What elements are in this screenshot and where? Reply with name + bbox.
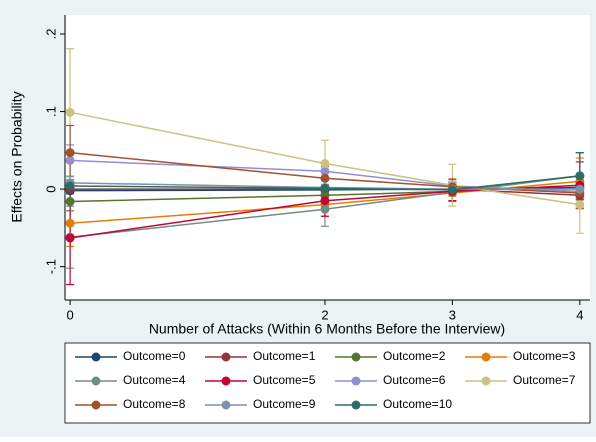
legend-label: Outcome=4 [123,373,186,387]
legend-label: Outcome=8 [123,397,186,411]
point [65,107,75,117]
series-line [70,180,580,224]
y-tick-label: -.1 [43,259,58,274]
point [320,204,330,214]
legend-label: Outcome=0 [123,349,186,363]
legend-label: Outcome=6 [383,373,446,387]
legend-items: Outcome=0 Outcome=1 Outcome=2 Outcome=3 Outc… [75,349,576,411]
legend-label: Outcome=1 [253,349,316,363]
point [575,184,585,194]
y-axis-label: Effects on Probability [9,91,25,222]
point [320,196,330,206]
legend-label: Outcome=7 [513,373,576,387]
y-tick-label: .2 [43,29,58,40]
y-tick-label: 0 [43,185,58,192]
plot-area [65,15,590,300]
legend-label: Outcome=5 [253,373,316,387]
legend-marker [481,376,491,386]
point [65,218,75,228]
point [320,183,330,193]
point [575,171,585,181]
series-line [70,182,580,190]
legend-marker [351,376,361,386]
legend-marker [91,352,101,362]
legend-marker [221,400,231,410]
legend-marker [351,352,361,362]
legend-marker [221,376,231,386]
point [320,166,330,176]
point [65,197,75,207]
legend-marker [351,400,361,410]
legend-label: Outcome=9 [253,397,316,411]
point [320,173,330,183]
legend-marker [91,400,101,410]
point [575,200,585,210]
point [320,159,330,169]
point [65,233,75,243]
legend-marker [91,376,101,386]
legend-label: Outcome=10 [383,397,452,411]
legend-label: Outcome=3 [513,349,576,363]
series-line [70,175,580,191]
point [447,185,457,195]
series-line [69,111,580,206]
point [65,155,75,165]
x-tick-label: 0 [66,307,73,322]
x-axis-label: Number of Attacks (Within 6 Months Befor… [149,321,505,337]
y-tick-label: .1 [43,106,58,117]
x-tick-label: 3 [449,307,456,322]
x-tick-label: 2 [321,307,328,322]
series-line [70,175,580,238]
point [65,148,75,158]
x-tick-label: 4 [576,307,583,322]
legend-marker [481,352,491,362]
series-line [70,151,580,194]
point [65,181,75,191]
legend-marker [221,352,231,362]
legend-label: Outcome=2 [383,349,446,363]
